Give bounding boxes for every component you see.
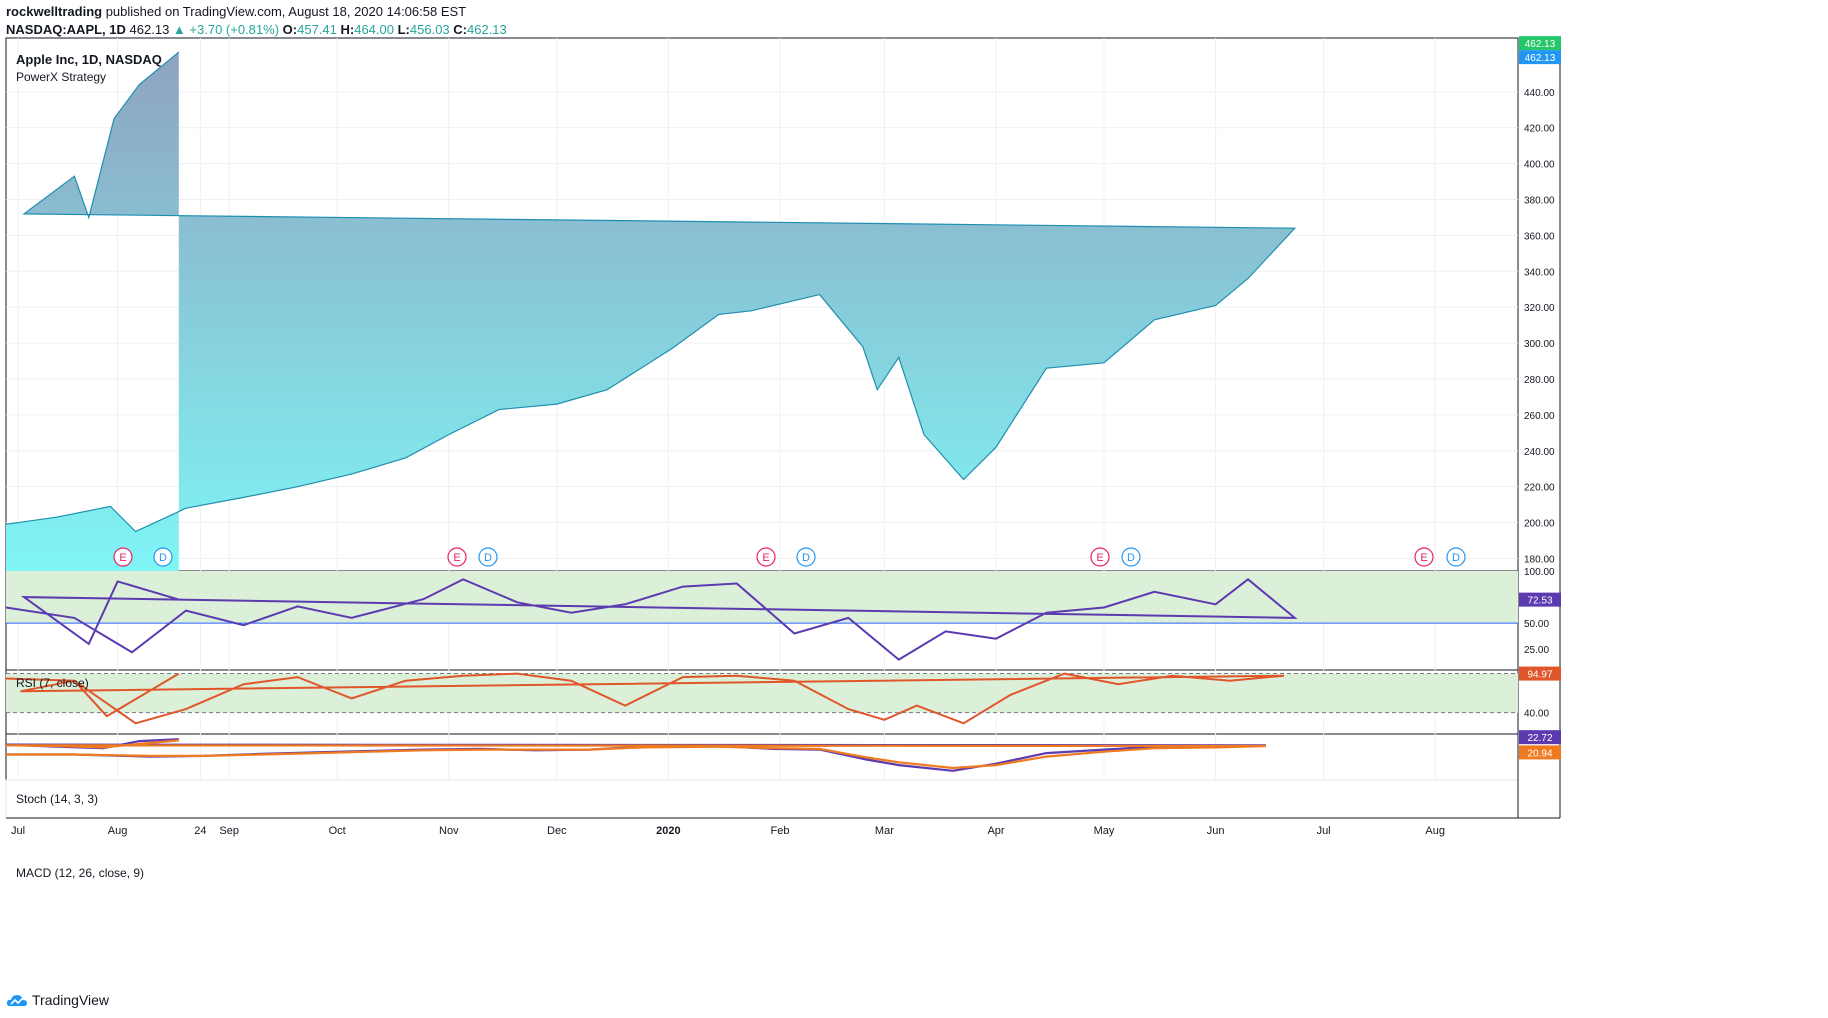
time-tick-label: Jul — [1317, 825, 1331, 837]
rsi-tick-label: 25.00 — [1524, 645, 1549, 656]
strategy-name: PowerX Strategy — [16, 70, 107, 84]
price-tick-label: 180.00 — [1524, 554, 1555, 565]
last-price-value-blue: 462.13 — [1525, 53, 1556, 64]
price-tick-label: 380.00 — [1524, 196, 1555, 207]
earnings-event-marker: E — [1414, 547, 1434, 567]
earnings-event-marker: E — [1090, 547, 1110, 567]
price-line — [5, 51, 1297, 533]
high-value: 464.00 — [354, 22, 394, 37]
time-tick-label: Mar — [875, 825, 894, 837]
tradingview-logo-text: TradingView — [32, 992, 110, 1008]
stoch-line — [5, 672, 1285, 725]
price-tick-label: 420.00 — [1524, 124, 1555, 135]
price-tick-label: 220.00 — [1524, 483, 1555, 494]
svg-text:E: E — [1096, 552, 1103, 564]
symbol-label: NASDAQ:AAPL, 1D — [6, 22, 126, 37]
macd-last-label — [1519, 730, 1561, 745]
close-label: C: — [453, 22, 467, 37]
price-tick-label: 320.00 — [1524, 303, 1555, 314]
open-label: O: — [282, 22, 298, 37]
rsi-tick-label: 100.00 — [1524, 567, 1555, 578]
time-tick-label: Aug — [108, 825, 128, 837]
signal-line — [5, 739, 1267, 770]
stoch-band — [6, 673, 1518, 713]
time-tick-label: Apr — [987, 825, 1004, 837]
earnings-event-marker: E — [447, 547, 467, 567]
stoch-tick-label: 40.00 — [1524, 709, 1549, 720]
last-price-value-green: 462.13 — [1525, 39, 1556, 50]
signal-last-label — [1519, 745, 1561, 760]
time-tick-label: Sep — [219, 825, 239, 837]
svg-text:D: D — [484, 552, 492, 564]
time-tick-label: Feb — [771, 825, 790, 837]
price-change: ▲ +3.70 (+0.81%) — [172, 22, 280, 37]
time-tick-label: Dec — [547, 825, 567, 837]
price-tick-label: 240.00 — [1524, 447, 1555, 458]
close-value: 462.13 — [467, 22, 507, 37]
dividend-event-marker: D — [478, 547, 498, 567]
svg-text:E: E — [1420, 552, 1427, 564]
svg-text:D: D — [802, 552, 810, 564]
publisher-name[interactable]: rockwelltrading — [6, 4, 103, 19]
time-tick-label: Oct — [329, 825, 346, 837]
stoch-last-value: 94.97 — [1527, 670, 1552, 681]
rsi-last-value: 72.53 — [1527, 596, 1552, 607]
earnings-event-marker: E — [756, 547, 776, 567]
svg-text:E: E — [119, 552, 126, 564]
rsi-last-label — [1519, 592, 1561, 607]
dividend-event-marker: D — [153, 547, 173, 567]
publish-info: rockwelltrading published on TradingView… — [6, 4, 466, 19]
last-price-label-green — [1519, 36, 1561, 51]
rsi-line — [5, 578, 1298, 661]
last-price: 462.13 — [129, 22, 170, 37]
price-tick-label: 300.00 — [1524, 339, 1555, 350]
svg-text:E: E — [453, 552, 460, 564]
open-value: 457.41 — [297, 22, 337, 37]
low-label: L: — [397, 22, 410, 37]
dividend-event-marker: D — [1121, 547, 1141, 567]
time-axis-area — [5, 779, 1519, 819]
rsi-band — [6, 571, 1518, 624]
rsi-title: RSI (7, close) — [16, 676, 89, 690]
dividend-event-marker: D — [796, 547, 816, 567]
svg-text:D: D — [159, 552, 167, 564]
low-value: 456.03 — [409, 22, 450, 37]
stoch-title: Stoch (14, 3, 3) — [16, 792, 99, 806]
time-tick-label: Nov — [439, 825, 459, 837]
price-tick-label: 360.00 — [1524, 231, 1555, 242]
price-area — [6, 52, 1295, 572]
stoch-last-label — [1519, 666, 1561, 681]
svg-text:D: D — [1127, 552, 1135, 564]
high-label: H: — [340, 22, 355, 37]
time-tick-label: May — [1094, 825, 1115, 837]
chart-title: Apple Inc, 1D, NASDAQ — [16, 52, 162, 67]
svg-text:D: D — [1452, 552, 1460, 564]
published-text: published on TradingView.com, August 18,… — [105, 4, 467, 19]
earnings-event-marker: E — [113, 547, 133, 567]
dividend-event-marker: D — [1446, 547, 1466, 567]
time-tick-label: Jul — [11, 825, 25, 837]
time-tick-label: 24 — [194, 825, 206, 837]
tradingview-logo[interactable]: TradingView — [6, 992, 109, 1008]
price-tick-label: 260.00 — [1524, 411, 1555, 422]
macd-title: MACD (12, 26, close, 9) — [16, 866, 145, 880]
time-tick-label: Jun — [1207, 825, 1225, 837]
price-tick-label: 200.00 — [1524, 519, 1555, 530]
svg-text:E: E — [762, 552, 769, 564]
last-price-label-blue — [1519, 50, 1561, 65]
price-tick-label: 340.00 — [1524, 267, 1555, 278]
time-tick-label: 2020 — [656, 825, 680, 837]
ohlc-bar: NASDAQ:AAPL, 1D 462.13 ▲ +3.70 (+0.81%) … — [6, 22, 507, 37]
price-tick-label: 280.00 — [1524, 375, 1555, 386]
macd-last-value: 22.72 — [1527, 733, 1552, 744]
price-tick-label: 400.00 — [1524, 160, 1555, 171]
signal-last-value: 20.94 — [1527, 748, 1552, 759]
cloud-logo-icon — [6, 995, 28, 1006]
time-tick-label: Aug — [1425, 825, 1445, 837]
rsi-tick-label: 50.00 — [1524, 619, 1549, 630]
price-tick-label: 440.00 — [1524, 88, 1555, 99]
